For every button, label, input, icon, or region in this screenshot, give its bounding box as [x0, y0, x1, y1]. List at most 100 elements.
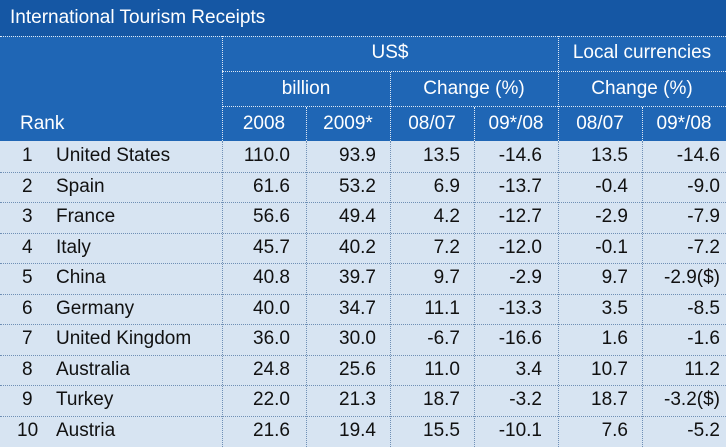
table-row: 4 Italy 45.7 40.2 7.2 -12.0 -0.1 -7.2 [0, 233, 726, 264]
cell-usd-0908: -13.3 [498, 297, 542, 319]
cell-usd-0807: 9.7 [433, 267, 460, 289]
country-cell: France [56, 206, 116, 228]
header-billion: billion [281, 77, 331, 99]
cell-usd-0908: -3.2 [509, 389, 542, 411]
header-change-local: Change (%) [591, 77, 693, 99]
cell-local-0908: -7.9 [687, 206, 720, 228]
header-2009: 2009* [323, 113, 373, 134]
country-cell: Austria [56, 419, 116, 441]
header-change-usd: Change (%) [423, 77, 525, 99]
cell-2009: 39.7 [339, 267, 376, 289]
cell-local-0908: 11.2 [684, 358, 720, 380]
header-2008: 2008 [242, 113, 286, 134]
cell-usd-0807: 4.2 [433, 206, 460, 228]
cell-local-0807: -0.1 [595, 236, 628, 258]
cell-usd-0807: -6.7 [427, 328, 460, 350]
cell-local-0807: 7.6 [601, 419, 628, 441]
rank-cell: 5 [22, 267, 33, 289]
rank-cell: 6 [22, 297, 33, 319]
cell-usd-0908: -10.1 [498, 419, 542, 441]
header-usd: US$ [371, 42, 409, 63]
header-usd-0807: 08/07 [408, 113, 456, 134]
cell-usd-0807: 6.9 [433, 175, 460, 197]
cell-local-0807: -2.9 [595, 206, 628, 228]
cell-usd-0807: 11.1 [424, 297, 460, 319]
row-divider [0, 293, 726, 295]
table-row: 10 Austria 21.6 19.4 15.5 -10.1 7.6 -5.2 [0, 416, 726, 447]
cell-local-0908: -2.9($) [664, 267, 720, 289]
cell-local-0908: -14.6 [676, 145, 720, 167]
cell-local-0807: 3.5 [601, 297, 628, 319]
cell-local-0908: -7.2 [687, 236, 720, 258]
row-divider [0, 354, 726, 356]
cell-local-0908: -3.2($) [664, 389, 720, 411]
row-divider [0, 171, 726, 173]
cell-2008: 21.6 [253, 419, 290, 441]
row-divider [0, 202, 726, 203]
country-cell: United States [56, 145, 171, 167]
cell-2008: 61.6 [253, 175, 290, 197]
country-cell: China [56, 267, 106, 289]
country-cell: Spain [56, 175, 105, 197]
table-title: International Tourism Receipts [10, 7, 266, 28]
cell-2008: 40.8 [253, 267, 290, 289]
cell-local-0807: 10.7 [591, 358, 628, 380]
country-cell: Germany [56, 297, 135, 319]
table-row: 9 Turkey 22.0 21.3 18.7 -3.2 18.7 -3.2($) [0, 385, 726, 416]
cell-2009: 93.9 [339, 145, 376, 167]
cell-usd-0807: 7.2 [433, 236, 460, 258]
row-divider [0, 385, 726, 386]
country-cell: Australia [56, 358, 130, 380]
cell-usd-0908: -2.9 [509, 267, 542, 289]
country-cell: Italy [56, 236, 91, 258]
cell-local-0908: -9.0 [687, 175, 720, 197]
country-cell: United Kingdom [56, 328, 192, 350]
header-local-0908: 09*/08 [656, 113, 712, 134]
row-divider [0, 232, 726, 234]
cell-usd-0807: 11.0 [424, 358, 460, 380]
rank-cell: 9 [22, 389, 33, 411]
cell-2009: 30.0 [339, 328, 376, 350]
rank-cell: 1 [22, 145, 33, 167]
cell-2008: 45.7 [253, 236, 290, 258]
cell-usd-0908: -12.7 [498, 206, 542, 228]
cell-local-0807: 18.7 [591, 389, 628, 411]
cell-usd-0908: 3.4 [515, 358, 542, 380]
cell-2009: 49.4 [339, 206, 376, 228]
table-row: 8 Australia 24.8 25.6 11.0 3.4 10.7 11.2 [0, 355, 726, 386]
cell-usd-0908: -13.7 [498, 175, 542, 197]
cell-2009: 34.7 [339, 297, 376, 319]
cell-usd-0908: -12.0 [498, 236, 542, 258]
cell-local-0807: 9.7 [601, 267, 628, 289]
header-rank: Rank [20, 113, 65, 134]
cell-local-0807: 13.5 [591, 145, 628, 167]
cell-usd-0807: 13.5 [423, 145, 460, 167]
cell-2008: 110.0 [243, 145, 290, 167]
header-usd-0908: 09*/08 [488, 113, 544, 134]
cell-local-0908: -8.5 [687, 297, 720, 319]
rank-cell: 3 [22, 206, 33, 228]
country-cell: Turkey [56, 389, 114, 411]
rank-cell: 4 [22, 236, 33, 258]
cell-local-0908: -1.6 [687, 328, 720, 350]
cell-2008: 40.0 [253, 297, 290, 319]
table-row: 1 United States 110.0 93.9 13.5 -14.6 13.5 -14.… [0, 141, 726, 172]
rank-cell: 10 [17, 419, 39, 441]
cell-usd-0807: 15.5 [423, 419, 460, 441]
cell-2008: 56.6 [253, 206, 290, 228]
header-local-currencies: Local currencies [572, 42, 712, 63]
cell-local-0908: -5.2 [687, 419, 720, 441]
cell-2009: 53.2 [339, 175, 376, 197]
row-divider [0, 324, 726, 325]
table-row: 3 France 56.6 49.4 4.2 -12.7 -2.9 -7.9 [0, 202, 726, 233]
row-divider [0, 415, 726, 417]
table-row: 7 United Kingdom 36.0 30.0 -6.7 -16.6 1.6 -1.6 [0, 324, 726, 355]
table-title-bar: International Tourism Receipts [0, 0, 726, 36]
table-header: US$ Local currencies billion Change (%) … [0, 36, 726, 141]
rank-cell: 7 [22, 328, 33, 350]
cell-local-0807: -0.4 [595, 175, 628, 197]
cell-2009: 25.6 [339, 358, 376, 380]
rank-cell: 2 [22, 175, 33, 197]
table-row: 6 Germany 40.0 34.7 11.1 -13.3 3.5 -8.5 [0, 294, 726, 325]
